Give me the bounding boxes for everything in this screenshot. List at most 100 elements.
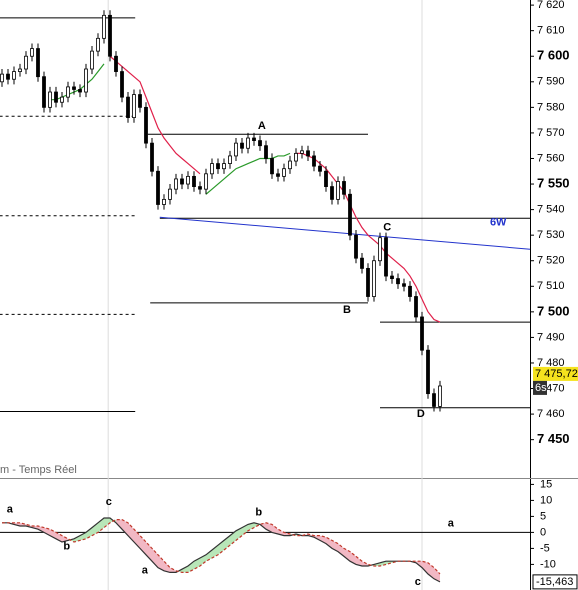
candle-body — [192, 175, 196, 187]
histogram-fill — [326, 537, 332, 549]
annotation: a — [142, 565, 149, 577]
candle-body — [252, 137, 256, 141]
histogram-fill — [44, 527, 50, 536]
candle-body — [414, 296, 418, 318]
candle-body — [222, 163, 226, 170]
candle-body — [90, 50, 94, 70]
y-tick-label: 7 600 — [537, 48, 570, 63]
candle-body — [114, 55, 118, 72]
histogram-fill — [224, 535, 230, 550]
candle-body — [396, 278, 400, 285]
candle-body — [264, 145, 268, 159]
candle-body — [360, 257, 364, 269]
candle-body — [42, 76, 46, 108]
histogram-fill — [182, 566, 188, 573]
candle-body — [288, 160, 292, 170]
histogram-fill — [350, 551, 356, 565]
candle-body — [0, 73, 4, 83]
candle-body — [282, 168, 286, 177]
candle-body — [96, 37, 100, 52]
candle-body — [138, 94, 142, 108]
candle-body — [60, 96, 64, 103]
annotation: A — [258, 120, 266, 132]
y-tick-label: 7 550 — [537, 175, 570, 190]
pane-title: m - Temps Réel — [0, 464, 77, 476]
histogram-fill — [254, 522, 260, 528]
candle-body — [258, 140, 262, 147]
candle-body — [390, 275, 394, 280]
histogram-fill — [50, 529, 56, 539]
candle-body — [162, 198, 166, 205]
candle-body — [108, 14, 112, 57]
candle-body — [228, 155, 232, 164]
oscillator-line — [2, 518, 441, 575]
candle-body — [270, 158, 274, 175]
annotation: C — [383, 221, 391, 233]
histogram-fill — [422, 561, 428, 574]
histogram-fill — [128, 522, 134, 542]
y-tick-label: 5 — [540, 510, 546, 522]
candle-body — [30, 48, 34, 57]
histogram-fill — [236, 527, 242, 541]
candle-body — [378, 237, 382, 262]
candle-body — [348, 193, 352, 236]
oscillator-line — [2, 517, 441, 583]
candle-body — [54, 91, 58, 103]
y-tick-label: 7 450 — [537, 431, 570, 446]
candle-body — [204, 173, 208, 190]
histogram-fill — [356, 556, 362, 566]
histogram-fill — [272, 524, 278, 534]
candle-body — [6, 73, 10, 80]
y-tick-label: 7 520 — [537, 255, 565, 267]
y-tick-label: 7 510 — [537, 280, 565, 292]
candle-body — [354, 234, 358, 259]
histogram-fill — [206, 550, 212, 562]
moving-average — [205, 152, 291, 195]
annotation: B — [343, 304, 351, 316]
moving-average — [50, 63, 105, 101]
y-tick-label: -5 — [540, 542, 550, 554]
histogram-fill — [92, 522, 98, 536]
timer-label: 6s — [535, 382, 547, 394]
histogram-fill — [158, 554, 164, 571]
trend-line — [159, 216, 531, 250]
timer-box — [533, 380, 547, 395]
y-tick-label: 7 580 — [537, 101, 565, 113]
candle-body — [36, 48, 40, 78]
histogram-fill — [320, 535, 326, 544]
candle-body — [78, 89, 82, 93]
candle-body — [102, 14, 106, 39]
candle-body — [324, 170, 328, 187]
candle-body — [420, 316, 424, 351]
candle-body — [168, 188, 172, 200]
y-tick-label: 7 540 — [537, 204, 565, 216]
annotation: b — [255, 506, 262, 518]
candle-body — [72, 86, 76, 90]
y-tick-label: 7 620 — [537, 0, 565, 11]
last-value-box — [532, 574, 578, 590]
candle-body — [120, 71, 124, 98]
y-tick-label: 7 610 — [537, 25, 565, 37]
annotation: D — [417, 408, 425, 420]
histogram-fill — [386, 561, 392, 565]
y-tick-label: 7 490 — [537, 331, 565, 343]
candle-body — [318, 165, 322, 172]
candle-body — [336, 181, 340, 200]
candle-body — [144, 106, 148, 144]
y-tick-label: 7 560 — [537, 152, 565, 164]
candle-body — [174, 178, 178, 190]
histogram-fill — [98, 518, 104, 533]
candle-body — [216, 163, 220, 170]
y-tick-label: 10 — [540, 494, 552, 506]
candle-body — [372, 260, 376, 297]
candle-body — [366, 267, 370, 297]
candle-body — [48, 91, 52, 108]
candle-body — [132, 94, 136, 118]
candle-body — [276, 173, 280, 177]
candle-body — [402, 283, 406, 287]
moving-average — [109, 55, 201, 175]
histogram-fill — [164, 561, 170, 573]
candle-body — [300, 150, 304, 154]
annotation: c — [106, 496, 112, 508]
